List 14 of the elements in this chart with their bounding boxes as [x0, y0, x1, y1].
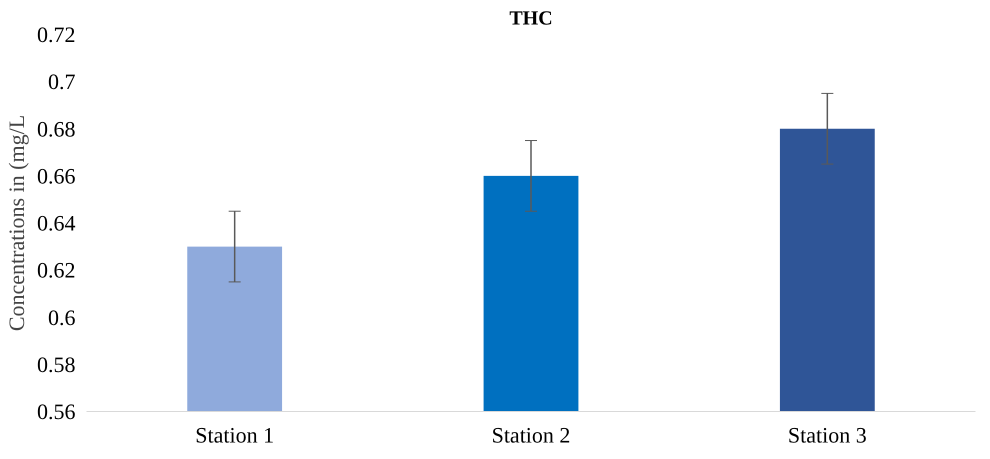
y-tick-label: 0.56 — [37, 399, 76, 424]
chart-title: THC — [509, 8, 553, 30]
x-tick-label: Station 1 — [195, 422, 274, 448]
y-tick-label: 0.66 — [37, 163, 76, 188]
y-axis-title: Concentrations in (mg/L — [4, 114, 29, 332]
x-tick-label: Station 2 — [492, 422, 570, 448]
x-tick-label: Station 3 — [788, 422, 867, 448]
y-tick-label: 0.62 — [37, 258, 76, 283]
y-tick-label: 0.7 — [48, 69, 76, 94]
y-tick-label: 0.64 — [37, 210, 76, 236]
y-tick-label: 0.68 — [37, 116, 76, 142]
y-tick-label: 0.58 — [37, 352, 76, 377]
y-tick-label: 0.72 — [37, 22, 76, 47]
y-tick-label: 0.6 — [48, 304, 76, 330]
